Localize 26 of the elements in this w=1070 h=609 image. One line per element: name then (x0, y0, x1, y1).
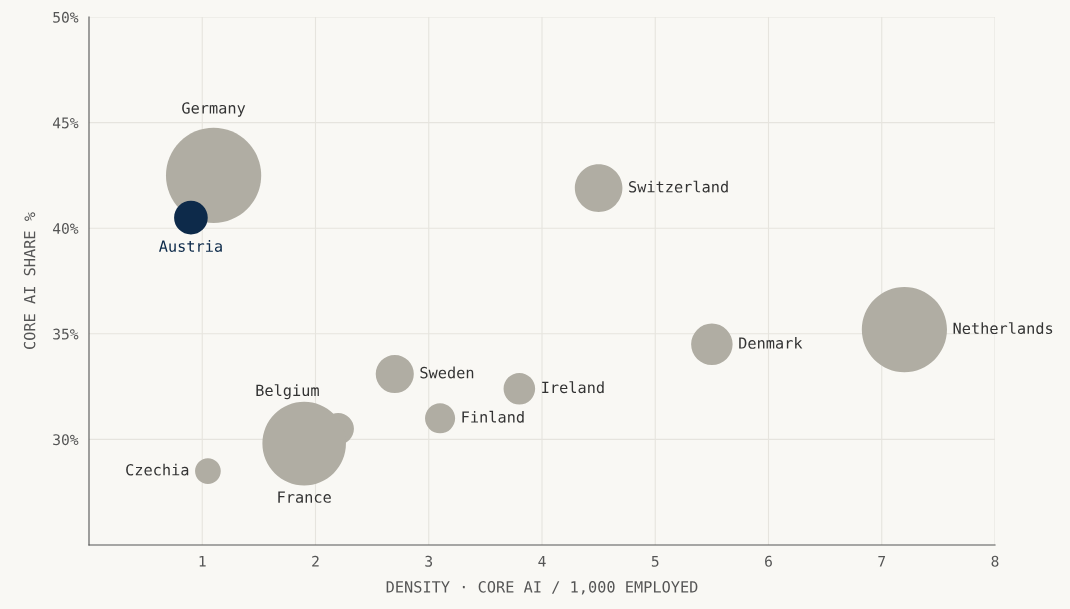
x-axis-title: DENSITY · CORE AI / 1,000 EMPLOYED (386, 581, 698, 595)
y-axis-title: CORE AI SHARE % (23, 212, 36, 349)
annotation: France (278, 491, 331, 503)
x-tick-label: 4 (538, 555, 546, 567)
x-tick-label: 8 (991, 555, 999, 567)
annotation: Ireland (542, 381, 604, 394)
x-tick-label: 5 (651, 555, 659, 567)
annotation: Finland (462, 410, 524, 423)
y-tick-label: 50% (53, 11, 79, 23)
x-tick-label: 3 (425, 555, 433, 567)
x-tick-label: 1 (199, 555, 206, 567)
y-tick-label: 40% (52, 222, 79, 234)
annotation: Sweden (420, 366, 474, 379)
y-tick-label: 45% (52, 117, 79, 129)
annotation: Belgium (256, 384, 319, 400)
y-tick-label: 30% (53, 434, 79, 446)
annotation: Netherlands (953, 322, 1053, 335)
annotation: Germany (182, 102, 246, 117)
x-tick-label: 6 (765, 555, 772, 567)
y-tick-label: 35% (53, 328, 79, 340)
annotation: Czechia (126, 463, 189, 476)
x-tick-label: 2 (312, 555, 319, 567)
annotation: Switzerland (629, 180, 728, 193)
annotation: Austria (159, 240, 222, 252)
annotation: Denmark (739, 337, 803, 349)
x-tick-label: 7 (878, 555, 886, 567)
